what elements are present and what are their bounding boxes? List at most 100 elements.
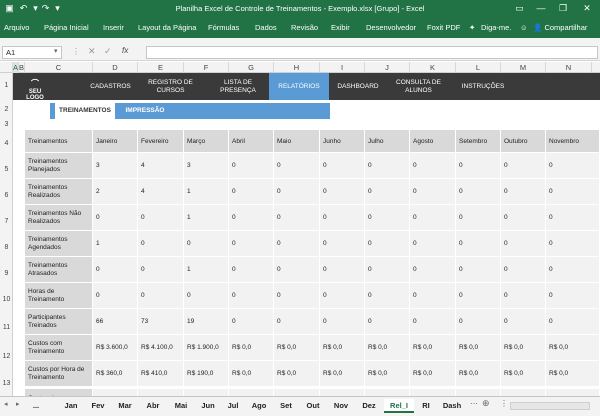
table-cell[interactable]: 0 [456, 283, 501, 309]
customize-toolbar-icon[interactable]: ▾ [55, 3, 60, 13]
table-row-label[interactable]: Treinamentos Planejados [25, 153, 93, 179]
nav-lista-de-presenca[interactable]: LISTA DE PRESENÇA [220, 78, 256, 94]
sheet-tab-more[interactable]: ... [32, 401, 40, 410]
name-box[interactable]: A1 [2, 46, 62, 59]
table-header-cell[interactable]: Outubro [501, 130, 546, 153]
table-cell[interactable]: 0 [138, 205, 184, 231]
nav-relatorios[interactable]: RELATÓRIOS [269, 73, 329, 100]
table-cell[interactable]: 0 [138, 283, 184, 309]
table-cell[interactable]: 0 [274, 179, 320, 205]
redo-icon[interactable]: ↷ [41, 3, 50, 13]
table-cell[interactable]: 0 [138, 231, 184, 257]
table-header-cell[interactable]: Janeiro [93, 130, 138, 153]
table-cell[interactable]: 0 [320, 231, 365, 257]
row-header[interactable]: 12 [2, 353, 11, 360]
table-cell[interactable]: 0 [365, 153, 410, 179]
table-row-label[interactable]: Treinamentos Atrasados [25, 257, 93, 283]
subtab-treinamentos[interactable]: TREINAMENTOS [55, 103, 115, 119]
row-header[interactable]: 9 [4, 270, 9, 277]
sheet-tab-active[interactable]: Rel_I [384, 399, 414, 413]
table-cell[interactable]: R$ 0,0 [546, 335, 600, 361]
nav-registro-de-cursos[interactable]: REGISTRO DE CURSOS [148, 78, 193, 94]
formula-input[interactable] [146, 46, 598, 59]
table-cell[interactable]: 1 [184, 179, 229, 205]
table-cell[interactable]: 0 [456, 257, 501, 283]
table-cell[interactable]: 0 [365, 205, 410, 231]
table-row-label[interactable]: Horas de Treinamento [25, 283, 93, 309]
table-header-cell[interactable]: Setembro [456, 130, 501, 153]
table-cell[interactable]: 0 [365, 283, 410, 309]
table-cell[interactable]: 0 [410, 309, 456, 335]
row-header[interactable]: 8 [4, 244, 9, 251]
tab-desenvolvedor[interactable]: Desenvolvedor [366, 23, 417, 32]
table-cell[interactable]: 0 [546, 283, 600, 309]
table-cell[interactable] [184, 389, 229, 396]
insert-function-icon[interactable]: fx [122, 46, 129, 55]
table-cell[interactable]: 0 [365, 179, 410, 205]
table-cell[interactable] [410, 389, 456, 396]
table-cell[interactable]: 0 [501, 283, 546, 309]
table-cell[interactable]: 0 [410, 179, 456, 205]
tab-dados[interactable]: Dados [255, 23, 277, 32]
row-header[interactable]: 6 [4, 192, 9, 199]
row-header[interactable]: 2 [4, 106, 9, 113]
row-header[interactable]: 13 [2, 380, 11, 387]
column-header[interactable]: N [546, 62, 592, 73]
table-cell[interactable]: 0 [501, 179, 546, 205]
column-header[interactable]: D [93, 62, 138, 73]
sheet-tab[interactable]: Jul [227, 401, 239, 410]
table-cell[interactable]: 0 [229, 205, 274, 231]
table-cell[interactable]: 0 [184, 231, 229, 257]
table-cell[interactable] [546, 389, 600, 396]
restore-button[interactable]: ❐ [558, 3, 568, 13]
column-header[interactable]: F [184, 62, 229, 73]
sheet-tab[interactable]: Jun [201, 401, 215, 410]
table-cell[interactable]: 0 [501, 309, 546, 335]
tab-layout-da-pagina[interactable]: Layout da Página [138, 23, 197, 32]
scroll-left-icon[interactable]: ◂ [4, 401, 8, 408]
table-row-label[interactable]: Custos com Treinamento [25, 335, 93, 361]
table-cell[interactable]: R$ 190,0 [184, 361, 229, 387]
table-cell[interactable]: 0 [93, 257, 138, 283]
table-cell[interactable]: R$ 0,0 [365, 361, 410, 387]
nav-cadastros[interactable]: CADASTROS [90, 82, 131, 90]
table-cell[interactable]: 0 [546, 179, 600, 205]
table-cell[interactable]: 19 [184, 309, 229, 335]
table-cell[interactable]: 73 [138, 309, 184, 335]
tab-arquivo[interactable]: Arquivo [4, 23, 30, 32]
table-cell[interactable]: 0 [274, 231, 320, 257]
table-cell[interactable]: 0 [93, 205, 138, 231]
sheet-tab[interactable]: Nov [333, 401, 349, 410]
table-cell[interactable] [365, 389, 410, 396]
table-cell[interactable]: R$ 0,0 [274, 361, 320, 387]
cancel-icon[interactable]: ✕ [88, 46, 96, 56]
table-cell[interactable]: R$ 0,0 [501, 335, 546, 361]
table-cell[interactable]: R$ 4.100,0 [138, 335, 184, 361]
close-button[interactable]: ✕ [583, 3, 591, 13]
table-cell[interactable]: 0 [456, 179, 501, 205]
table-cell[interactable] [93, 389, 138, 396]
table-cell[interactable]: 0 [365, 309, 410, 335]
row-header[interactable]: 10 [2, 296, 11, 303]
nav-instrucoes[interactable]: INSTRUÇÕES [461, 82, 505, 90]
tell-me-search[interactable]: Diga-me. [481, 23, 512, 32]
table-row-label[interactable]: Treinamentos Realizados [25, 179, 93, 205]
table-cell[interactable]: 0 [546, 309, 600, 335]
table-cell[interactable]: R$ 0,0 [320, 361, 365, 387]
table-cell[interactable] [501, 389, 546, 396]
table-cell[interactable]: 0 [320, 153, 365, 179]
table-cell[interactable]: 1 [93, 231, 138, 257]
table-cell[interactable]: 4 [138, 153, 184, 179]
add-sheet-icon[interactable]: ⊕ [482, 398, 490, 408]
column-header[interactable]: H [274, 62, 320, 73]
table-cell[interactable]: 0 [546, 205, 600, 231]
column-header[interactable]: J [365, 62, 410, 73]
table-cell[interactable]: R$ 360,0 [93, 361, 138, 387]
table-cell[interactable]: 0 [320, 205, 365, 231]
table-cell[interactable]: 0 [229, 283, 274, 309]
row-header[interactable]: 4 [4, 140, 9, 147]
smiley-icon[interactable]: ☺ [520, 23, 528, 32]
undo-dropdown-icon[interactable]: ▾ [33, 3, 38, 13]
sheet-tab[interactable]: Mai [174, 401, 188, 410]
row-header[interactable]: 7 [4, 218, 9, 225]
